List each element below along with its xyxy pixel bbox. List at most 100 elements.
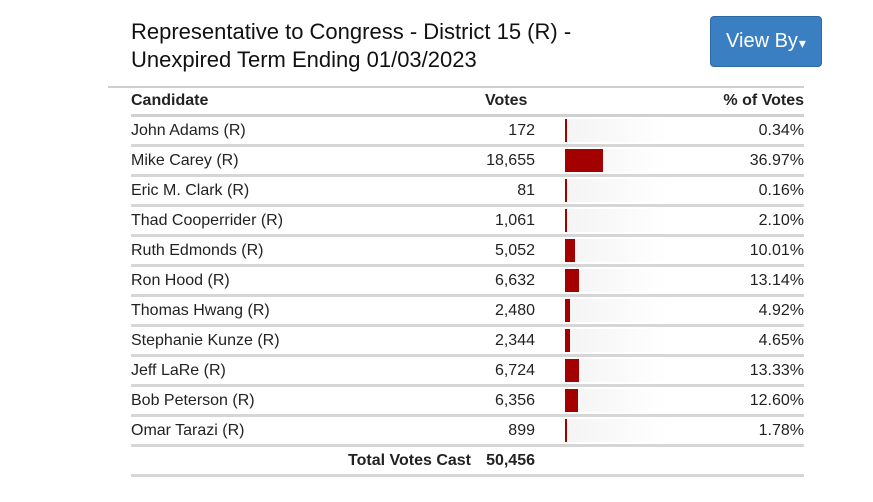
- race-title-line2: Unexpired Term Ending 01/03/2023: [131, 47, 477, 72]
- candidate-votes: 172: [471, 115, 566, 147]
- candidate-votes-value: 6,356: [494, 391, 535, 409]
- candidate-pct: 2.10%: [669, 205, 805, 237]
- table-row: Thomas Hwang (R) 2,480 4.92%: [131, 295, 805, 327]
- candidate-pct: 10.01%: [669, 235, 805, 267]
- total-bar-spacer: [565, 445, 670, 477]
- header-candidate: Candidate: [131, 88, 471, 117]
- total-votes: 50,456: [471, 445, 566, 477]
- header-votes-label: Votes: [485, 92, 528, 109]
- candidate-name: John Adams (R): [131, 115, 471, 147]
- vote-share-bar: [565, 385, 670, 417]
- candidate-name: Ruth Edmonds (R): [131, 235, 471, 267]
- header-row: Candidate Votes % of Votes: [131, 88, 805, 117]
- table-row: Ruth Edmonds (R) 5,052 10.01%: [131, 235, 805, 267]
- candidate-pct: 12.60%: [669, 385, 805, 417]
- table-row: Omar Tarazi (R) 899 1.78%: [131, 415, 805, 447]
- candidate-name: Stephanie Kunze (R): [131, 325, 471, 357]
- candidate-votes: 6,356: [471, 385, 566, 417]
- vote-share-bar: [565, 115, 670, 147]
- candidate-pct: 13.33%: [669, 355, 805, 387]
- candidate-pct: 1.78%: [669, 415, 805, 447]
- total-row: Total Votes Cast 50,456: [131, 445, 805, 477]
- table-row: Mike Carey (R) 18,655 36.97%: [131, 145, 805, 177]
- view-by-label: View By: [726, 30, 798, 52]
- candidate-votes-value: 1,061: [494, 211, 535, 229]
- candidate-pct: 13.14%: [669, 265, 805, 297]
- vote-share-bar-track: [565, 209, 670, 232]
- candidate-name: Omar Tarazi (R): [131, 415, 471, 447]
- vote-share-bar-fill: [565, 149, 604, 172]
- vote-share-bar: [565, 235, 670, 267]
- candidate-pct: 36.97%: [669, 145, 805, 177]
- vote-share-bar: [565, 145, 670, 177]
- vote-share-bar-track: [565, 329, 670, 352]
- total-votes-value: 50,456: [486, 451, 535, 469]
- vote-share-bar-track: [565, 119, 670, 142]
- candidate-votes-value: 6,724: [494, 361, 535, 379]
- candidate-name: Jeff LaRe (R): [131, 355, 471, 387]
- candidate-votes: 2,344: [471, 325, 566, 357]
- vote-share-bar-track: [565, 239, 670, 262]
- candidate-votes: 6,724: [471, 355, 566, 387]
- table-row: Stephanie Kunze (R) 2,344 4.65%: [131, 325, 805, 357]
- header-votes: Votes: [471, 88, 566, 117]
- candidate-name: Eric M. Clark (R): [131, 175, 471, 207]
- vote-share-bar-fill: [565, 359, 579, 382]
- table-top-rule: [108, 86, 804, 88]
- vote-share-bar-fill: [565, 269, 579, 292]
- candidate-pct: 4.92%: [669, 295, 805, 327]
- vote-share-bar-track: [565, 359, 670, 382]
- header-pct: % of Votes: [669, 88, 805, 117]
- candidate-name: Mike Carey (R): [131, 145, 471, 177]
- results-body: John Adams (R) 172 0.34% Mike Carey (R) 18,6…: [131, 115, 805, 447]
- total-label: Total Votes Cast: [131, 445, 471, 477]
- results-table: Candidate Votes % of Votes John Adams (R…: [131, 88, 805, 477]
- vote-share-bar-fill: [565, 119, 568, 142]
- race-title: Representative to Congress - District 15…: [131, 18, 651, 74]
- vote-share-bar: [565, 415, 670, 447]
- table-row: Eric M. Clark (R) 81 0.16%: [131, 175, 805, 207]
- view-by-button[interactable]: View By ▾: [710, 16, 822, 67]
- candidate-votes: 18,655: [471, 145, 566, 177]
- vote-share-bar-fill: [565, 179, 568, 202]
- table-row: John Adams (R) 172 0.34%: [131, 115, 805, 147]
- vote-share-bar-fill: [565, 299, 571, 322]
- vote-share-bar-fill: [565, 239, 576, 262]
- caret-down-icon: ▾: [798, 34, 806, 51]
- candidate-votes-value: 81: [517, 181, 535, 199]
- candidate-name: Thomas Hwang (R): [131, 295, 471, 327]
- candidate-votes: 5,052: [471, 235, 566, 267]
- candidate-votes-value: 6,632: [494, 271, 535, 289]
- vote-share-bar-fill: [565, 209, 568, 232]
- candidate-pct: 0.16%: [669, 175, 805, 207]
- candidate-pct: 0.34%: [669, 115, 805, 147]
- vote-share-bar: [565, 265, 670, 297]
- table-row: Ron Hood (R) 6,632 13.14%: [131, 265, 805, 297]
- candidate-name: Thad Cooperrider (R): [131, 205, 471, 237]
- total-pct-spacer: [669, 445, 805, 477]
- vote-share-bar: [565, 295, 670, 327]
- candidate-votes: 899: [471, 415, 566, 447]
- vote-share-bar-fill: [565, 329, 570, 352]
- candidate-name: Bob Peterson (R): [131, 385, 471, 417]
- candidate-votes: 1,061: [471, 205, 566, 237]
- candidate-votes-value: 172: [508, 121, 535, 139]
- vote-share-bar-track: [565, 179, 670, 202]
- table-row: Bob Peterson (R) 6,356 12.60%: [131, 385, 805, 417]
- vote-share-bar: [565, 325, 670, 357]
- vote-share-bar: [565, 175, 670, 207]
- candidate-pct: 4.65%: [669, 325, 805, 357]
- race-title-line1: Representative to Congress - District 15…: [131, 19, 572, 44]
- candidate-votes: 6,632: [471, 265, 566, 297]
- vote-share-bar-track: [565, 269, 670, 292]
- vote-share-bar: [565, 355, 670, 387]
- header-bar: [565, 88, 670, 117]
- candidate-votes-value: 5,052: [494, 241, 535, 259]
- candidate-votes: 81: [471, 175, 566, 207]
- candidate-votes-value: 18,655: [486, 151, 535, 169]
- candidate-votes-value: 2,480: [494, 301, 535, 319]
- vote-share-bar-track: [565, 299, 670, 322]
- candidate-votes: 2,480: [471, 295, 566, 327]
- vote-share-bar: [565, 205, 670, 237]
- table-row: Jeff LaRe (R) 6,724 13.33%: [131, 355, 805, 387]
